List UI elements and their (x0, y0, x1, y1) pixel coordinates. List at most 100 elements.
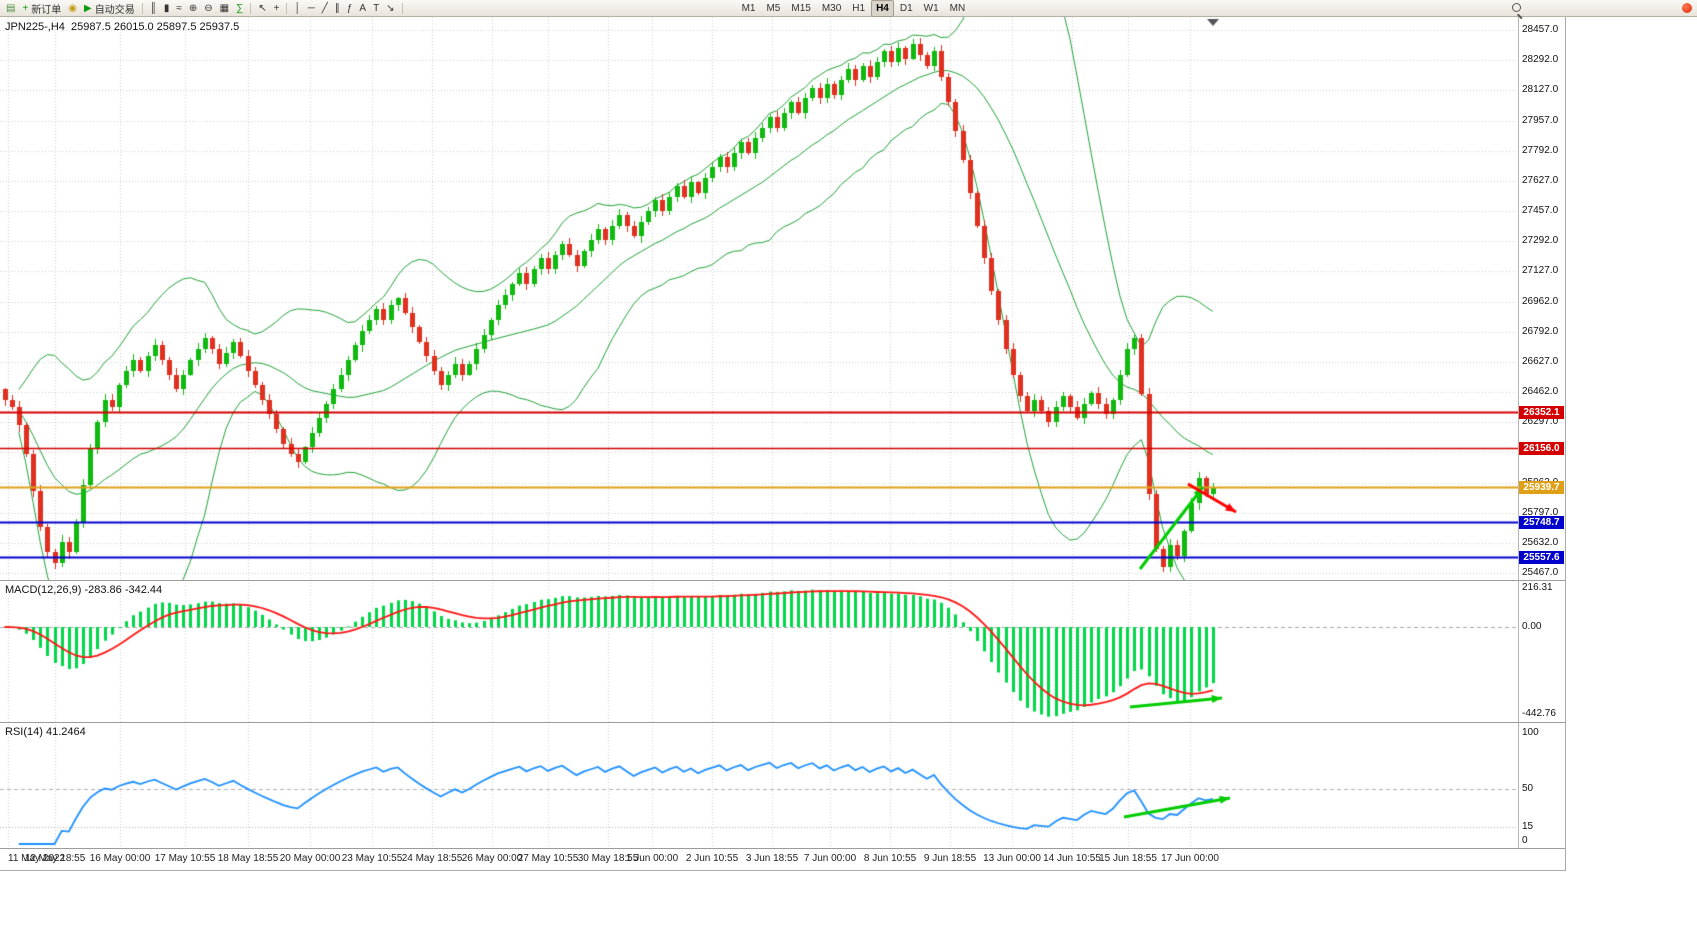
macd-indicator-canvas[interactable] (0, 580, 1518, 722)
rsi-panel-divider[interactable] (0, 722, 1565, 723)
price-axis-label: 27792.0 (1522, 144, 1559, 156)
mql5-community-button[interactable]: ◉ (65, 1, 80, 16)
search-icon[interactable] (1512, 3, 1524, 19)
mql5-community-icon: ◉ (68, 2, 78, 14)
text-button[interactable]: A (356, 1, 369, 16)
price-axis-label: 26627.0 (1522, 355, 1559, 367)
crosshair-icon: + (273, 2, 280, 14)
time-axis-label: 2 Jun 10:55 (685, 853, 739, 864)
time-axis-label: 7 Jun 00:00 (803, 853, 857, 864)
arrows-tool-icon: ↘ (386, 2, 395, 14)
timeframe-m15[interactable]: M15 (791, 2, 811, 14)
tile-windows-icon: ▦ (219, 2, 230, 14)
rsi-axis-label: 0 (1522, 835, 1528, 846)
indicators-button[interactable]: ∑ (233, 1, 246, 16)
tile-windows-button[interactable]: ▦ (217, 1, 232, 16)
price-axis-label: 26962.0 (1522, 295, 1559, 307)
toolbar-separator (401, 2, 403, 14)
arrows-tool-button[interactable]: ↘ (383, 1, 397, 16)
fibonacci-icon: ƒ (346, 2, 353, 14)
horizontal-line-button[interactable]: ─ (305, 1, 318, 16)
text-icon: A (359, 2, 367, 14)
trendline-button[interactable]: ╱ (319, 1, 331, 16)
price-axis-label: 28127.0 (1522, 84, 1559, 96)
time-axis-label: 24 May 18:55 (401, 853, 463, 864)
macd-label: MACD(12,26,9) -283.86 -342.44 (5, 584, 162, 596)
chart-window: JPN225-,H4 25987.5 26015.0 25897.5 25937… (0, 17, 1566, 871)
toolbar: ▤ + 新订单 ◉ ▶ 自动交易 ║ ▮ ≈ ⊕ ⊖ ▦ ∑ ↖ + │ ─ ╱ ∥ ƒ A T ↘ M1 M5 M15 M30 H1… (0, 0, 1697, 17)
timeframe-h4[interactable]: H4 (871, 0, 894, 17)
time-axis-label: 9 Jun 18:55 (923, 853, 977, 864)
symbol-ohlc-label: JPN225-,H4 25987.5 26015.0 25897.5 25937… (5, 21, 239, 33)
time-axis-label: 12 May 18:55 (24, 853, 86, 864)
main-chart-canvas[interactable] (0, 17, 1518, 580)
horizontal-line-icon: ─ (307, 2, 315, 14)
macd-name: MACD(12,26,9) (5, 584, 82, 596)
candlestick-chart-icon: ▮ (163, 2, 170, 14)
zoom-out-button[interactable]: ⊖ (201, 1, 215, 16)
trendline-icon: ╱ (321, 2, 328, 14)
text-label-button[interactable]: T (370, 1, 382, 16)
time-axis-label: 17 Jun 00:00 (1161, 853, 1219, 864)
time-axis-label: 8 Jun 10:55 (863, 853, 917, 864)
timeframe-m5[interactable]: M5 (766, 2, 781, 14)
cursor-button[interactable]: ↖ (255, 1, 269, 16)
toolbar-separator (286, 2, 288, 14)
new-order-icon: + (22, 2, 29, 14)
time-axis-label: 23 May 10:55 (341, 853, 403, 864)
indicators-icon: ∑ (236, 2, 244, 14)
symbol-name: JPN225-,H4 (5, 21, 65, 33)
vertical-line-button[interactable]: │ (291, 1, 303, 16)
bars-chart-button[interactable]: ║ (147, 1, 160, 16)
timeframe-h1[interactable]: H1 (852, 2, 866, 14)
time-axis-label: 16 May 00:00 (89, 853, 151, 864)
timeframe-m1[interactable]: M1 (741, 2, 756, 14)
macd-axis-label: -442.76 (1522, 707, 1556, 719)
zoom-in-button[interactable]: ⊕ (186, 1, 200, 16)
price-axis-label: 25467.0 (1522, 567, 1559, 578)
autotrade-button[interactable]: ▶ 自动交易 (81, 1, 138, 16)
price-axis-label: 28457.0 (1522, 24, 1559, 35)
price-level-badge: 25939.7 (1519, 481, 1564, 494)
new-chart-icon: ▤ (6, 2, 16, 14)
timeframe-d1[interactable]: D1 (899, 2, 913, 14)
line-chart-icon: ≈ (176, 2, 182, 14)
price-axis-label: 27292.0 (1522, 235, 1559, 247)
timeframe-m30[interactable]: M30 (821, 2, 842, 14)
zoom-in-icon: ⊕ (188, 2, 198, 14)
time-axis-label: 17 May 10:55 (154, 853, 216, 864)
timeframe-mn[interactable]: MN (949, 2, 966, 14)
time-axis-label: 11 May 2022 (8, 853, 66, 864)
line-chart-button[interactable]: ≈ (173, 1, 185, 16)
time-axis-label: 20 May 00:00 (279, 853, 341, 864)
rsi-indicator-canvas[interactable] (0, 722, 1518, 848)
vertical-line-icon: │ (294, 2, 301, 14)
time-axis-label: 15 Jun 18:55 (1099, 853, 1157, 864)
price-axis-label: 27957.0 (1522, 114, 1559, 126)
macd-axis-label: 0.00 (1522, 621, 1542, 632)
timeframe-w1[interactable]: W1 (923, 2, 939, 14)
status-indicator-dot (1682, 3, 1692, 13)
timeframe-group: M1 M5 M15 M30 H1 H4 D1 W1 MN (737, 0, 971, 17)
price-level-badge: 25557.6 (1519, 551, 1564, 564)
new-order-button[interactable]: + 新订单 (19, 1, 64, 16)
macd-panel-divider[interactable] (0, 580, 1565, 581)
cursor-icon: ↖ (258, 2, 267, 14)
toolbar-separator (141, 2, 143, 14)
fibonacci-button[interactable]: ƒ (344, 1, 356, 16)
time-axis-label: 27 May 10:55 (517, 853, 579, 864)
new-order-label: 新订单 (31, 4, 62, 16)
rsi-axis-label: 50 (1522, 782, 1534, 794)
price-axis-border (1518, 17, 1519, 848)
candlestick-chart-button[interactable]: ▮ (161, 1, 173, 16)
equidistant-channel-button[interactable]: ∥ (332, 1, 343, 16)
new-chart-button[interactable]: ▤ (3, 1, 18, 16)
price-axis-label: 27457.0 (1522, 205, 1559, 216)
crosshair-button[interactable]: + (271, 1, 283, 16)
price-axis-label: 25632.0 (1522, 536, 1559, 548)
toolbar-separator (250, 2, 252, 14)
price-level-badge: 26156.0 (1519, 442, 1564, 455)
time-axis-label: 18 May 18:55 (217, 853, 279, 864)
time-axis-label: 3 Jun 18:55 (745, 853, 799, 864)
bars-chart-icon: ║ (149, 2, 157, 14)
